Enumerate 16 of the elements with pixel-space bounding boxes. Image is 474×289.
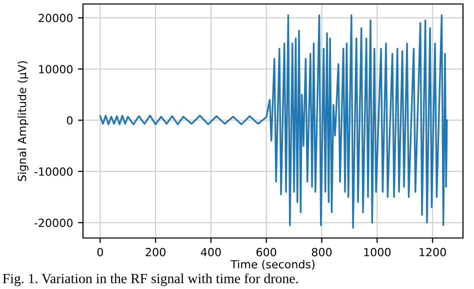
caption: Fig. 1. Variation in the RF signal with time for drone. bbox=[2, 273, 298, 286]
x-axis-title: Time (seconds) bbox=[230, 260, 314, 270]
y-tick-label: -20000 bbox=[34, 218, 73, 228]
x-tick-label: 1000 bbox=[364, 248, 391, 256]
line-series bbox=[99, 14, 448, 229]
x-tick-label: 1200 bbox=[420, 248, 446, 256]
y-tick-label: 20000 bbox=[38, 14, 73, 22]
x-tick-label: 200 bbox=[146, 248, 166, 256]
y-tick-label: 0 bbox=[66, 116, 73, 125]
x-tick-label: 0 bbox=[97, 248, 103, 256]
y-tick-label: -10000 bbox=[34, 167, 73, 176]
x-tick-label: 800 bbox=[312, 248, 332, 256]
y-tick-label: 10000 bbox=[39, 65, 73, 74]
x-tick-label: 600 bbox=[256, 248, 276, 256]
y-axis-title: Signal Amplitude (µV) bbox=[18, 61, 28, 182]
x-tick-label: 400 bbox=[200, 248, 221, 256]
